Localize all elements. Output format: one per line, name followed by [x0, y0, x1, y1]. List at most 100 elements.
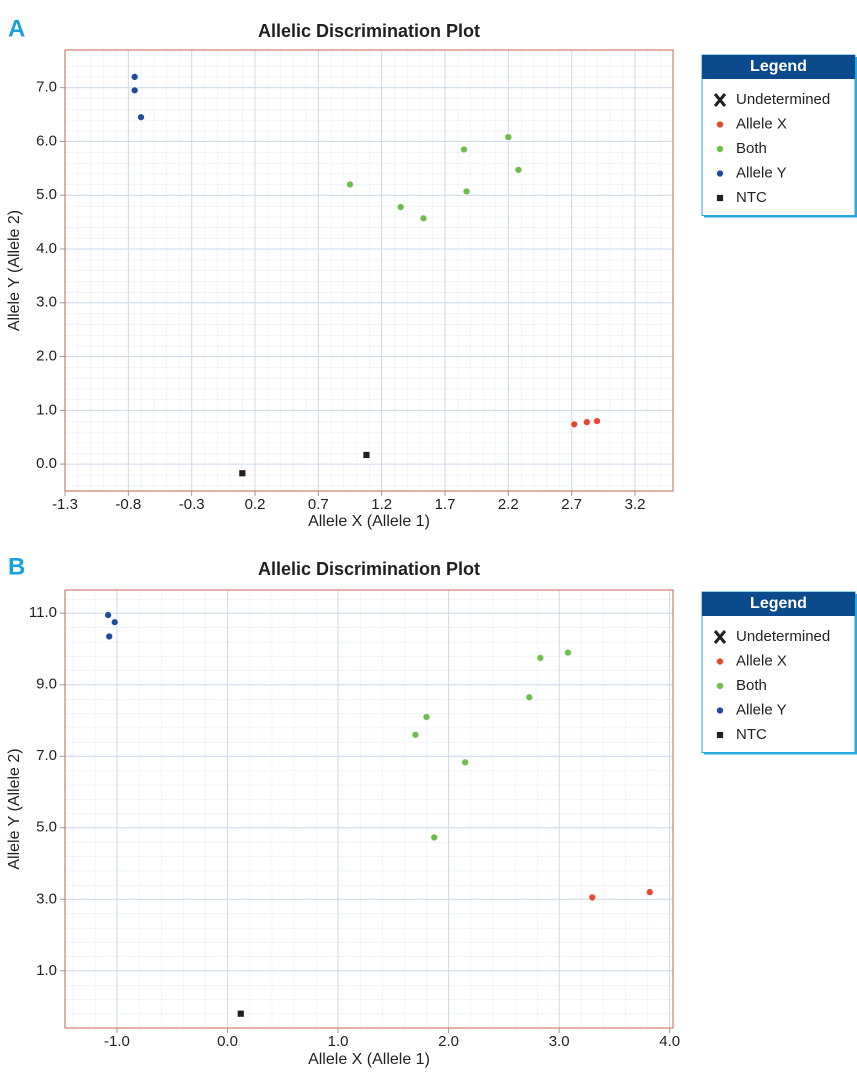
- data-point: [419, 214, 428, 223]
- x-axis-label: Allele X (Allele 1): [308, 1051, 430, 1068]
- y-tick-label: 4.0: [36, 240, 57, 257]
- data-point: [459, 145, 469, 154]
- data-point: [396, 202, 405, 212]
- legend-marker: [715, 706, 725, 715]
- legend-label: Allele Y: [736, 701, 787, 718]
- data-point: [130, 72, 139, 81]
- data-point: [536, 653, 545, 663]
- legend-title: Legend: [750, 595, 807, 612]
- y-tick-label: 11.0: [29, 604, 57, 621]
- legend-marker: [715, 144, 725, 154]
- data-point: [345, 180, 355, 189]
- x-tick-label: -0.3: [179, 496, 205, 513]
- data-point: [422, 712, 431, 722]
- legend-marker: [715, 193, 725, 203]
- legend-header: [702, 592, 855, 616]
- chart-title: Allelic Discrimination Plot: [258, 559, 480, 579]
- x-tick-label: -1.0: [104, 1033, 130, 1050]
- plot-border: [64, 589, 674, 1029]
- legend-marker: [715, 681, 725, 691]
- data-point: [504, 133, 513, 142]
- x-tick-label: 0.0: [217, 1033, 238, 1050]
- x-tick-label: 3.0: [549, 1033, 570, 1050]
- legend-label: Both: [736, 677, 767, 694]
- plot-border: [64, 49, 674, 492]
- legend-label: Allele X: [736, 115, 787, 132]
- legend-marker: [713, 93, 727, 107]
- x-marker: [713, 630, 727, 644]
- x-tick-label: 2.0: [438, 1033, 459, 1050]
- data-point: [362, 450, 371, 460]
- y-tick-label: 6.0: [36, 132, 57, 149]
- x-tick-label: 4.0: [659, 1033, 680, 1050]
- x-tick-label: 1.7: [435, 496, 456, 513]
- chart: B Allelic Discrimination Plot -1.0 0.0 1.0 2.…: [6, 553, 857, 1068]
- data-point: [582, 418, 591, 427]
- x-tick-label: 1.0: [328, 1033, 349, 1050]
- data-point: [592, 416, 602, 426]
- chart-title: Allelic Discrimination Plot: [258, 21, 480, 41]
- data-point: [525, 693, 534, 702]
- x-tick-label: 2.7: [561, 496, 582, 513]
- y-tick-label: 7.0: [36, 79, 57, 96]
- legend-header: [702, 55, 855, 79]
- y-axis-label: Allele Y (Allele 2): [6, 210, 23, 331]
- y-tick-label: 3.0: [36, 294, 57, 311]
- data-point: [236, 1009, 245, 1018]
- x-tick-label: -1.3: [52, 496, 78, 513]
- x-axis-label: Allele X (Allele 1): [308, 513, 430, 530]
- data-point: [104, 610, 113, 620]
- data-point: [110, 618, 119, 627]
- legend-label: Undetermined: [736, 628, 830, 645]
- x-tick-label: 3.2: [625, 496, 646, 513]
- data-point: [130, 86, 139, 95]
- legend-box: [701, 591, 856, 753]
- data-point: [411, 730, 420, 739]
- data-point: [105, 632, 114, 641]
- legend-label: Allele Y: [736, 164, 787, 181]
- data-point: [430, 833, 439, 842]
- legend-title: Legend: [750, 58, 807, 75]
- minor-grid: [65, 590, 673, 1028]
- y-tick-label: 5.0: [36, 819, 57, 836]
- legend-label: Allele X: [736, 652, 787, 669]
- y-tick-label: 0.0: [36, 455, 57, 472]
- legend-marker: [715, 657, 725, 666]
- legend-label: NTC: [736, 189, 767, 206]
- data-point: [514, 165, 523, 175]
- legend-label: NTC: [736, 726, 767, 743]
- legend-marker: [713, 630, 727, 644]
- y-tick-label: 1.0: [36, 962, 57, 979]
- y-tick-label: 7.0: [36, 747, 57, 764]
- data-point: [238, 469, 247, 478]
- chart: A Allelic Discrimination Plot -1.3 -0.8 -0.3…: [6, 15, 857, 530]
- data-point: [645, 888, 654, 897]
- data-point: [588, 893, 597, 902]
- legend-marker: [715, 730, 725, 740]
- y-tick-label: 1.0: [36, 401, 57, 418]
- x-tick-label: 0.2: [245, 496, 266, 513]
- x-tick-label: 1.2: [371, 496, 392, 513]
- panel-label: A: [8, 15, 25, 42]
- y-tick-label: 2.0: [36, 348, 57, 365]
- data-point: [462, 187, 471, 196]
- legend-marker: [715, 169, 725, 178]
- x-tick-label: 2.2: [498, 496, 519, 513]
- panel-label: B: [8, 553, 25, 580]
- legend-label: Undetermined: [736, 91, 830, 108]
- data-point: [136, 113, 146, 122]
- minor-grid: [65, 50, 673, 491]
- data-point: [461, 758, 470, 767]
- y-tick-label: 9.0: [36, 676, 57, 693]
- data-point: [570, 420, 579, 429]
- y-tick-label: 3.0: [36, 890, 57, 907]
- legend-box: [701, 54, 856, 216]
- data-point: [563, 648, 573, 657]
- y-tick-label: 5.0: [36, 186, 57, 203]
- legend-marker: [715, 120, 725, 129]
- x-tick-label: 0.7: [308, 496, 329, 513]
- y-axis-label: Allele Y (Allele 2): [6, 748, 23, 869]
- x-marker: [713, 93, 727, 107]
- x-tick-label: -0.8: [115, 496, 141, 513]
